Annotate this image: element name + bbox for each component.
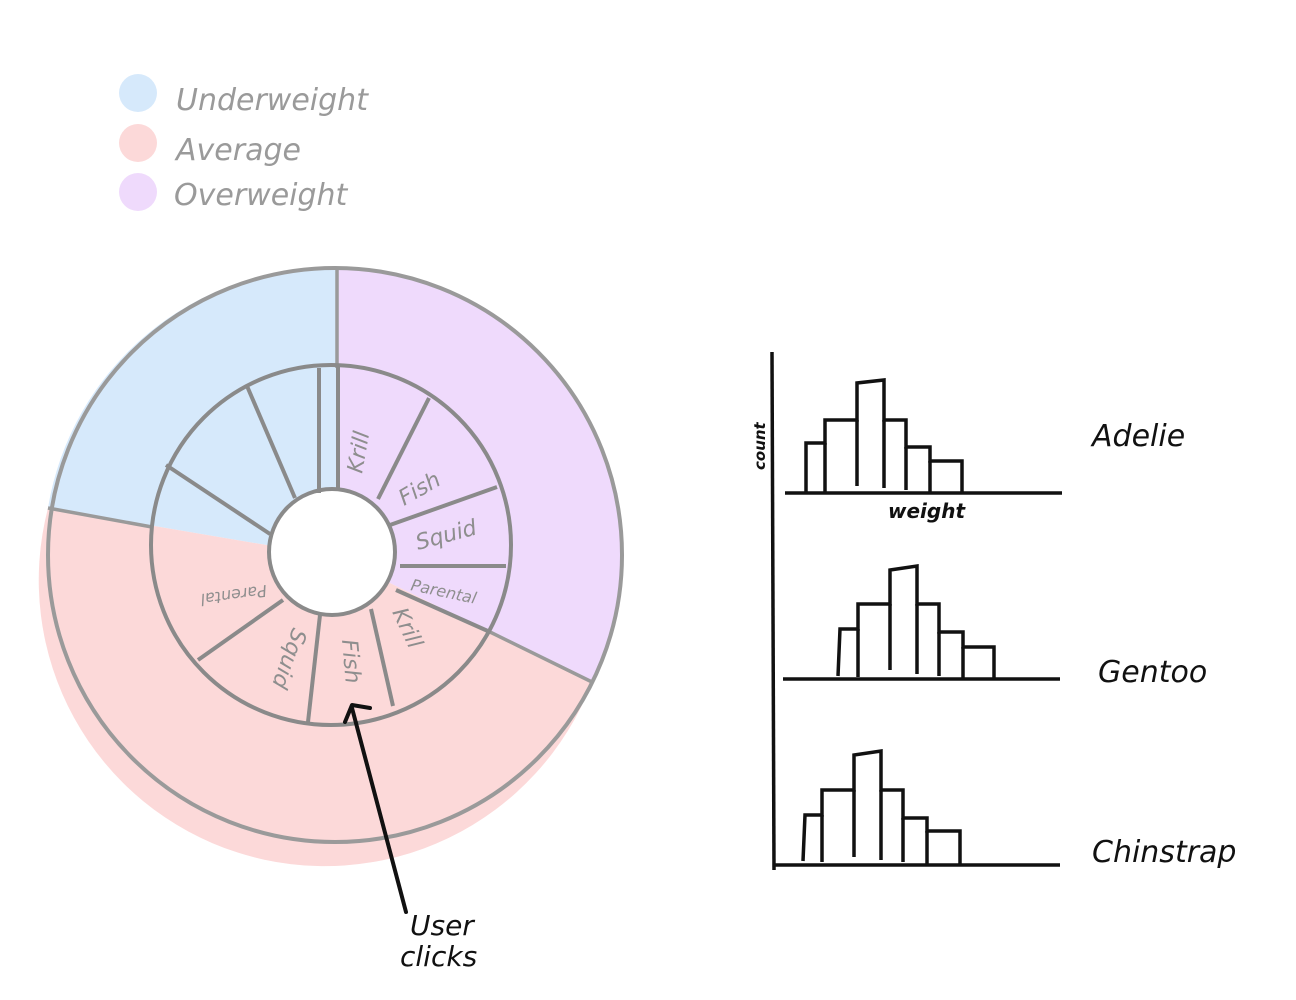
legend-swatch-overweight	[119, 173, 157, 211]
histogram-chinstrap	[774, 748, 1060, 867]
histogram-y-label: count	[751, 421, 769, 470]
histogram-adelie	[785, 378, 1062, 495]
y-axis	[770, 351, 776, 871]
histogram-bars-chinstrap	[801, 748, 962, 864]
legend: Underweight Average Overweight	[119, 74, 369, 213]
legend-label-average: Average	[174, 133, 301, 168]
legend-swatch-average	[119, 124, 157, 162]
segment-overweight[interactable]	[337, 268, 623, 682]
outer-divider-right	[489, 630, 593, 684]
histogram-panel	[770, 351, 1062, 871]
center-hole	[267, 487, 397, 617]
annotation-line-1: User	[410, 909, 475, 942]
histogram-x-label: weight	[888, 499, 966, 523]
outer-ring-border	[46, 266, 624, 844]
histogram-bars-gentoo	[836, 563, 996, 679]
legend-swatch-underweight	[119, 74, 157, 112]
annotation-arrow-head-icon	[343, 703, 372, 724]
user-click-annotation: User clicks	[343, 703, 477, 973]
label-average-fish: Fish	[336, 638, 365, 684]
inner-dividers	[164, 366, 506, 723]
segment-underweight[interactable]	[48, 267, 337, 557]
species-label-chinstrap: Chinstrap	[1092, 835, 1236, 870]
histogram-gentoo	[783, 563, 1060, 681]
outer-divider-left	[47, 506, 153, 529]
species-label-adelie: Adelie	[1090, 419, 1185, 454]
histogram-bars-adelie	[804, 378, 964, 493]
annotation-arrow-shaft	[350, 706, 408, 914]
sunburst-chart: Krill Fish Squid Parental Krill Fish Squ…	[38, 266, 624, 867]
annotation-line-2: clicks	[400, 940, 477, 973]
legend-label-underweight: Underweight	[176, 83, 369, 118]
legend-label-overweight: Overweight	[174, 178, 349, 213]
inner-ring-border	[149, 363, 513, 727]
species-label-gentoo: Gentoo	[1098, 655, 1207, 690]
segment-average[interactable]	[38, 508, 592, 867]
